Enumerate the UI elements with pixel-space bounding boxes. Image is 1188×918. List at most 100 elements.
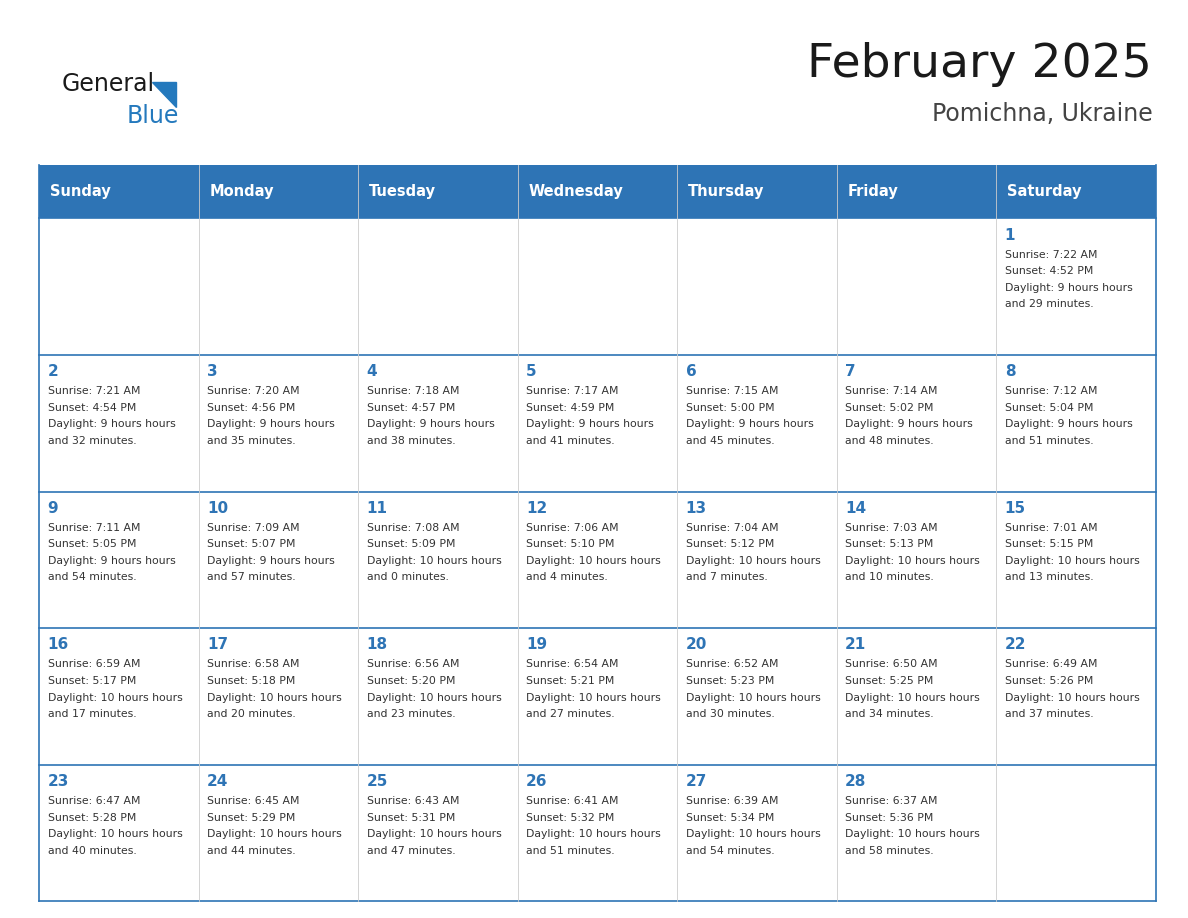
Text: 22: 22: [1005, 637, 1026, 653]
Text: Sunset: 5:10 PM: Sunset: 5:10 PM: [526, 540, 614, 549]
Text: and 51 minutes.: and 51 minutes.: [1005, 436, 1093, 446]
Bar: [836, 492, 997, 628]
Text: Daylight: 10 hours hours: Daylight: 10 hours hours: [48, 692, 182, 702]
Bar: [359, 492, 518, 628]
Text: and 17 minutes.: and 17 minutes.: [48, 709, 137, 719]
Bar: [39, 492, 198, 628]
Text: and 32 minutes.: and 32 minutes.: [48, 436, 137, 446]
Bar: [677, 492, 836, 628]
Text: Sunrise: 6:47 AM: Sunrise: 6:47 AM: [48, 796, 140, 806]
Bar: [359, 765, 518, 901]
Bar: [677, 355, 836, 492]
Text: and 30 minutes.: and 30 minutes.: [685, 709, 775, 719]
Text: Pomichna, Ukraine: Pomichna, Ukraine: [931, 102, 1152, 126]
Text: and 29 minutes.: and 29 minutes.: [1005, 299, 1093, 309]
Text: and 13 minutes.: and 13 minutes.: [1005, 573, 1093, 582]
Bar: [198, 355, 359, 492]
Text: and 41 minutes.: and 41 minutes.: [526, 436, 614, 446]
Text: Sunrise: 7:03 AM: Sunrise: 7:03 AM: [845, 523, 937, 532]
Text: 2: 2: [48, 364, 58, 379]
Text: and 20 minutes.: and 20 minutes.: [207, 709, 296, 719]
Text: Sunrise: 6:45 AM: Sunrise: 6:45 AM: [207, 796, 299, 806]
Bar: [997, 765, 1156, 901]
Text: Sunrise: 7:17 AM: Sunrise: 7:17 AM: [526, 386, 619, 397]
Text: and 10 minutes.: and 10 minutes.: [845, 573, 934, 582]
Text: 12: 12: [526, 501, 548, 516]
Text: and 54 minutes.: and 54 minutes.: [685, 845, 775, 856]
Text: and 47 minutes.: and 47 minutes.: [367, 845, 455, 856]
Text: Sunrise: 6:56 AM: Sunrise: 6:56 AM: [367, 659, 459, 669]
Text: Daylight: 9 hours hours: Daylight: 9 hours hours: [48, 556, 176, 565]
Text: Sunrise: 6:39 AM: Sunrise: 6:39 AM: [685, 796, 778, 806]
Bar: [997, 355, 1156, 492]
Text: and 37 minutes.: and 37 minutes.: [1005, 709, 1093, 719]
Bar: [677, 628, 836, 765]
Bar: [518, 492, 677, 628]
Text: Daylight: 10 hours hours: Daylight: 10 hours hours: [1005, 692, 1139, 702]
Text: Daylight: 10 hours hours: Daylight: 10 hours hours: [845, 556, 980, 565]
Text: 5: 5: [526, 364, 537, 379]
Text: Sunrise: 7:22 AM: Sunrise: 7:22 AM: [1005, 250, 1098, 260]
Text: 10: 10: [207, 501, 228, 516]
Text: and 48 minutes.: and 48 minutes.: [845, 436, 934, 446]
Text: Daylight: 10 hours hours: Daylight: 10 hours hours: [685, 829, 821, 839]
Text: Daylight: 10 hours hours: Daylight: 10 hours hours: [845, 692, 980, 702]
Text: Sunset: 5:00 PM: Sunset: 5:00 PM: [685, 403, 775, 413]
Text: Daylight: 9 hours hours: Daylight: 9 hours hours: [207, 556, 335, 565]
Text: Daylight: 10 hours hours: Daylight: 10 hours hours: [526, 829, 661, 839]
Text: Daylight: 9 hours hours: Daylight: 9 hours hours: [207, 420, 335, 430]
Text: and 51 minutes.: and 51 minutes.: [526, 845, 614, 856]
Text: and 35 minutes.: and 35 minutes.: [207, 436, 296, 446]
Text: 11: 11: [367, 501, 387, 516]
Text: and 4 minutes.: and 4 minutes.: [526, 573, 608, 582]
Bar: [198, 218, 359, 355]
Text: Sunset: 4:52 PM: Sunset: 4:52 PM: [1005, 266, 1093, 276]
Text: Sunset: 5:09 PM: Sunset: 5:09 PM: [367, 540, 455, 549]
Text: Sunrise: 7:06 AM: Sunrise: 7:06 AM: [526, 523, 619, 532]
Text: Daylight: 10 hours hours: Daylight: 10 hours hours: [685, 556, 821, 565]
Bar: [518, 218, 677, 355]
Text: Sunset: 4:57 PM: Sunset: 4:57 PM: [367, 403, 455, 413]
Text: Sunset: 5:07 PM: Sunset: 5:07 PM: [207, 540, 296, 549]
Text: Sunset: 5:26 PM: Sunset: 5:26 PM: [1005, 676, 1093, 686]
Bar: [39, 355, 198, 492]
Text: Sunset: 5:17 PM: Sunset: 5:17 PM: [48, 676, 135, 686]
Text: 16: 16: [48, 637, 69, 653]
Text: Daylight: 9 hours hours: Daylight: 9 hours hours: [526, 420, 653, 430]
Text: Sunset: 5:13 PM: Sunset: 5:13 PM: [845, 540, 934, 549]
Text: and 44 minutes.: and 44 minutes.: [207, 845, 296, 856]
Text: 25: 25: [367, 774, 388, 789]
Text: Sunset: 5:02 PM: Sunset: 5:02 PM: [845, 403, 934, 413]
Text: Sunrise: 7:15 AM: Sunrise: 7:15 AM: [685, 386, 778, 397]
Text: Daylight: 10 hours hours: Daylight: 10 hours hours: [526, 556, 661, 565]
Text: Daylight: 10 hours hours: Daylight: 10 hours hours: [367, 556, 501, 565]
Text: and 38 minutes.: and 38 minutes.: [367, 436, 455, 446]
Text: and 45 minutes.: and 45 minutes.: [685, 436, 775, 446]
Text: Sunset: 4:56 PM: Sunset: 4:56 PM: [207, 403, 296, 413]
Text: Sunset: 5:23 PM: Sunset: 5:23 PM: [685, 676, 775, 686]
Text: Sunrise: 6:41 AM: Sunrise: 6:41 AM: [526, 796, 619, 806]
Bar: [518, 628, 677, 765]
Text: and 7 minutes.: and 7 minutes.: [685, 573, 767, 582]
Text: Sunrise: 6:54 AM: Sunrise: 6:54 AM: [526, 659, 619, 669]
Text: Wednesday: Wednesday: [529, 185, 624, 199]
Bar: [39, 218, 198, 355]
Text: 13: 13: [685, 501, 707, 516]
Text: Sunrise: 6:58 AM: Sunrise: 6:58 AM: [207, 659, 299, 669]
Text: and 27 minutes.: and 27 minutes.: [526, 709, 614, 719]
Text: 18: 18: [367, 637, 387, 653]
Text: Sunrise: 7:08 AM: Sunrise: 7:08 AM: [367, 523, 460, 532]
Text: 4: 4: [367, 364, 378, 379]
Text: Sunrise: 6:43 AM: Sunrise: 6:43 AM: [367, 796, 459, 806]
Text: Sunday: Sunday: [50, 185, 110, 199]
Bar: [39, 628, 198, 765]
Text: 26: 26: [526, 774, 548, 789]
Text: Sunset: 5:21 PM: Sunset: 5:21 PM: [526, 676, 614, 686]
Bar: [198, 628, 359, 765]
Text: Daylight: 10 hours hours: Daylight: 10 hours hours: [367, 692, 501, 702]
Text: Daylight: 10 hours hours: Daylight: 10 hours hours: [367, 829, 501, 839]
Text: Sunset: 5:18 PM: Sunset: 5:18 PM: [207, 676, 296, 686]
Bar: [997, 165, 1156, 218]
Polygon shape: [152, 82, 176, 107]
Text: Daylight: 9 hours hours: Daylight: 9 hours hours: [1005, 420, 1132, 430]
